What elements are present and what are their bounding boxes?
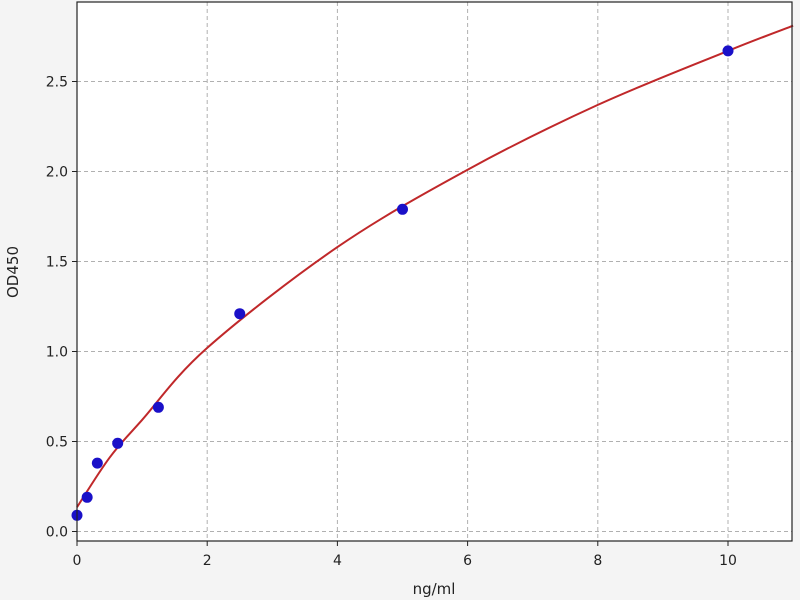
data-point — [152, 401, 164, 413]
x-ticks: 0 2 4 6 8 10 — [73, 541, 737, 569]
y-tick-label: 1.5 — [46, 255, 68, 271]
x-tick-label: 2 — [203, 553, 212, 569]
plot-area — [77, 2, 792, 541]
data-point — [81, 491, 93, 503]
plot-frame — [76, 1, 793, 542]
y-axis-label: OD450 — [4, 246, 22, 298]
x-tick-label: 4 — [333, 553, 342, 569]
y-ticks: 0.0 0.5 1.0 1.5 2.0 2.5 — [46, 75, 77, 541]
data-point — [397, 203, 408, 215]
fit-curve — [76, 24, 794, 508]
x-tick-label: 0 — [73, 553, 82, 569]
y-tick-label: 0.5 — [46, 435, 68, 451]
y-tick-label: 1.0 — [46, 345, 68, 361]
fit-curve-layer — [76, 24, 794, 508]
y-tick-label: 2.5 — [46, 75, 68, 91]
x-tick-label: 10 — [719, 553, 737, 569]
x-axis-label: ng/ml — [413, 580, 456, 598]
x-tick-label: 8 — [593, 553, 602, 569]
data-point — [722, 45, 734, 57]
data-point — [112, 437, 124, 449]
data-point — [234, 308, 246, 320]
y-tick-label: 0.0 — [46, 525, 68, 541]
x-tick-label: 6 — [463, 553, 472, 569]
y-tick-label: 2.0 — [46, 165, 68, 181]
data-point — [91, 457, 103, 469]
grid — [76, 2, 792, 541]
